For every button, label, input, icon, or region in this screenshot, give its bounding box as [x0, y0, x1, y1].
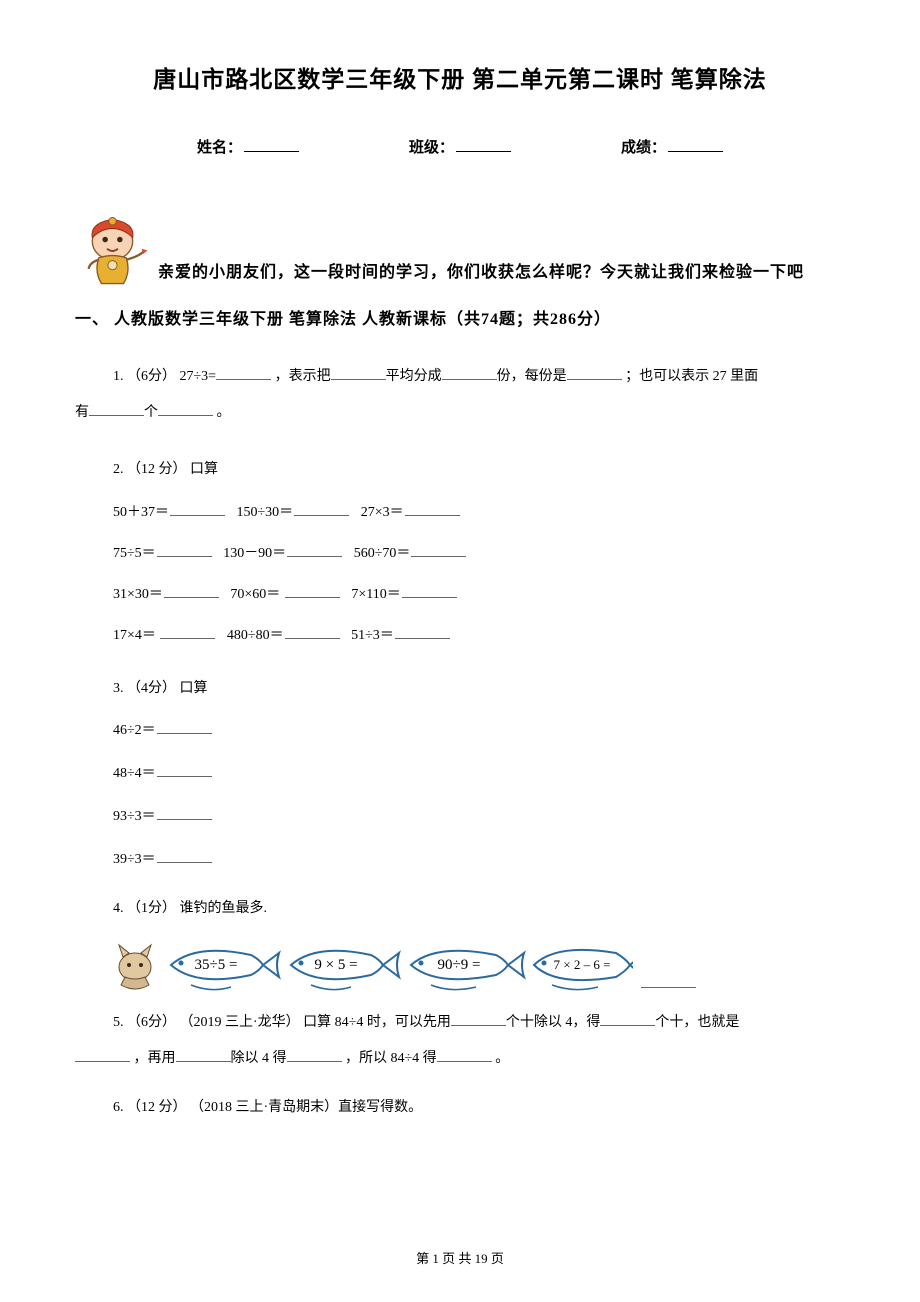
class-blank[interactable] — [456, 134, 511, 152]
q1-blank-4[interactable] — [567, 368, 622, 380]
score-label: 成绩： — [621, 136, 666, 157]
q2-row4: 17×4＝ 480÷80＝ 51÷3＝ — [113, 621, 845, 652]
q2-blank[interactable] — [411, 544, 466, 557]
q5-l2d: 。 — [492, 1051, 510, 1066]
q3-blank[interactable] — [157, 851, 212, 864]
q2-blank[interactable] — [395, 626, 450, 639]
q2-row3: 31×30＝ 70×60＝ 7×110＝ — [113, 580, 845, 611]
q2-r4-2: 480÷80＝ — [227, 628, 284, 643]
q2-blank[interactable] — [285, 585, 340, 598]
greeting-text: 亲爱的小朋友们，这一段时间的学习，你们收获怎么样呢？今天就让我们来检验一下吧 — [158, 258, 804, 290]
q3-item-1: 46÷2＝ — [113, 718, 845, 743]
q1-blank-5[interactable] — [89, 405, 144, 417]
svg-text:7 × 2 – 6 =: 7 × 2 – 6 = — [554, 957, 611, 972]
page-footer: 第 1 页 共 19 页 — [0, 1248, 920, 1267]
q3-item-3: 93÷3＝ — [113, 804, 845, 829]
section-heading: 一、 人教版数学三年级下册 笔算除法 人教新课标（共74题；共286分） — [75, 305, 845, 329]
class-label: 班级： — [409, 136, 454, 157]
q3-blank[interactable] — [157, 764, 212, 777]
q2-blank[interactable] — [294, 504, 349, 517]
q5-l2b: 除以 4 得 — [231, 1051, 287, 1066]
q5-blank-3[interactable] — [75, 1050, 130, 1062]
q2-r3-2: 70×60＝ — [230, 587, 283, 602]
svg-text:90÷9 =: 90÷9 = — [438, 957, 481, 973]
q2-r3-3: 7×110＝ — [351, 587, 400, 602]
q3-expr-4: 39÷3＝ — [113, 852, 156, 867]
q2-r2-2: 130－90＝ — [223, 546, 286, 561]
q2-blank[interactable] — [160, 626, 215, 639]
q2-blank[interactable] — [287, 544, 342, 557]
question-4-header: 4. （1分） 谁钓的鱼最多. — [113, 891, 845, 927]
q1-blank-3[interactable] — [442, 368, 497, 380]
info-row: 姓名： 班级： 成绩： — [75, 134, 845, 157]
q5-prefix: 5. （6分） （2019 三上·龙华） 口算 84÷4 时，可以先用 — [113, 1015, 451, 1030]
q5-blank-5[interactable] — [287, 1050, 342, 1062]
name-field: 姓名： — [197, 134, 299, 157]
question-1: 1. （6分） 27÷3= ，表示把 平均分成 份，每份是 ；也可以表示 27 里面… — [75, 359, 845, 432]
q2-row1: 50＋37＝ 150÷30＝ 27×3＝ — [113, 498, 845, 529]
q5-blank-6[interactable] — [437, 1050, 492, 1062]
q2-r4-3: 51÷3＝ — [351, 628, 394, 643]
q1-t3: 份，每份是 — [497, 369, 567, 384]
q2-r1-1: 50＋37＝ — [113, 505, 169, 520]
fish-row: 35÷5 = 9 × 5 = 90÷9 = 7 × 2 – 6 = — [113, 937, 845, 993]
score-blank[interactable] — [668, 134, 723, 152]
q3-blank[interactable] — [157, 808, 212, 821]
q5-t2: 个十，也就是 — [655, 1015, 739, 1030]
q3-item-2: 48÷4＝ — [113, 761, 845, 786]
q3-expr-3: 93÷3＝ — [113, 809, 156, 824]
q1-blank-6[interactable] — [158, 405, 213, 417]
q1-t1: ，表示把 — [271, 369, 331, 384]
mascot-row: 亲爱的小朋友们，这一段时间的学习，你们收获怎么样呢？今天就让我们来检验一下吧 — [75, 212, 845, 290]
q5-blank-4[interactable] — [176, 1050, 231, 1062]
q2-r4-1: 17×4＝ — [113, 628, 159, 643]
q2-r1-2: 150÷30＝ — [237, 505, 294, 520]
q1-blank-2[interactable] — [331, 368, 386, 380]
page-title: 唐山市路北区数学三年级下册 第二单元第二课时 笔算除法 — [75, 60, 845, 94]
q2-r1-3: 27×3＝ — [361, 505, 404, 520]
q1-line2-c: 。 — [213, 405, 231, 420]
q1-t2: 平均分成 — [386, 369, 442, 384]
q2-blank[interactable] — [170, 504, 225, 517]
q1-t4: ；也可以表示 27 里面 — [622, 369, 759, 384]
q5-l2c: ，所以 84÷4 得 — [342, 1051, 437, 1066]
q4-blank[interactable] — [641, 987, 696, 988]
q2-r2-3: 560÷70＝ — [354, 546, 411, 561]
q2-r2-1: 75÷5＝ — [113, 546, 156, 561]
q2-r3-1: 31×30＝ — [113, 587, 163, 602]
q2-blank[interactable] — [164, 585, 219, 598]
q2-row2: 75÷5＝ 130－90＝ 560÷70＝ — [113, 539, 845, 570]
q1-line2-b: 个 — [144, 405, 158, 420]
q5-blank-2[interactable] — [600, 1014, 655, 1026]
q3-item-4: 39÷3＝ — [113, 847, 845, 872]
question-2-header: 2. （12 分） 口算 — [113, 452, 845, 488]
q1-blank-1[interactable] — [216, 368, 271, 380]
q5-blank-1[interactable] — [451, 1014, 506, 1026]
class-field: 班级： — [409, 134, 511, 157]
q5-l2a: ，再用 — [130, 1051, 176, 1066]
q1-prefix: 1. （6分） 27÷3= — [113, 369, 216, 384]
q2-blank[interactable] — [405, 504, 460, 517]
mascot-icon — [75, 212, 150, 290]
q2-blank[interactable] — [402, 585, 457, 598]
fish-diagram: 35÷5 = 9 × 5 = 90÷9 = 7 × 2 – 6 = — [113, 937, 633, 993]
q3-blank[interactable] — [157, 721, 212, 734]
question-6-header: 6. （12 分） （2018 三上·青岛期末）直接写得数。 — [113, 1090, 845, 1126]
q5-t1: 个十除以 4，得 — [506, 1015, 601, 1030]
name-label: 姓名： — [197, 136, 242, 157]
question-3-header: 3. （4分） 口算 — [113, 671, 845, 707]
q2-blank[interactable] — [157, 544, 212, 557]
score-field: 成绩： — [621, 134, 723, 157]
q1-line2-a: 有 — [75, 405, 89, 420]
svg-text:35÷5 =: 35÷5 = — [195, 957, 238, 973]
svg-text:9 × 5 =: 9 × 5 = — [314, 957, 357, 973]
q2-blank[interactable] — [285, 626, 340, 639]
q3-expr-2: 48÷4＝ — [113, 766, 156, 781]
q3-expr-1: 46÷2＝ — [113, 723, 156, 738]
question-5: 5. （6分） （2019 三上·龙华） 口算 84÷4 时，可以先用 个十除以 … — [75, 1005, 845, 1078]
name-blank[interactable] — [244, 134, 299, 152]
